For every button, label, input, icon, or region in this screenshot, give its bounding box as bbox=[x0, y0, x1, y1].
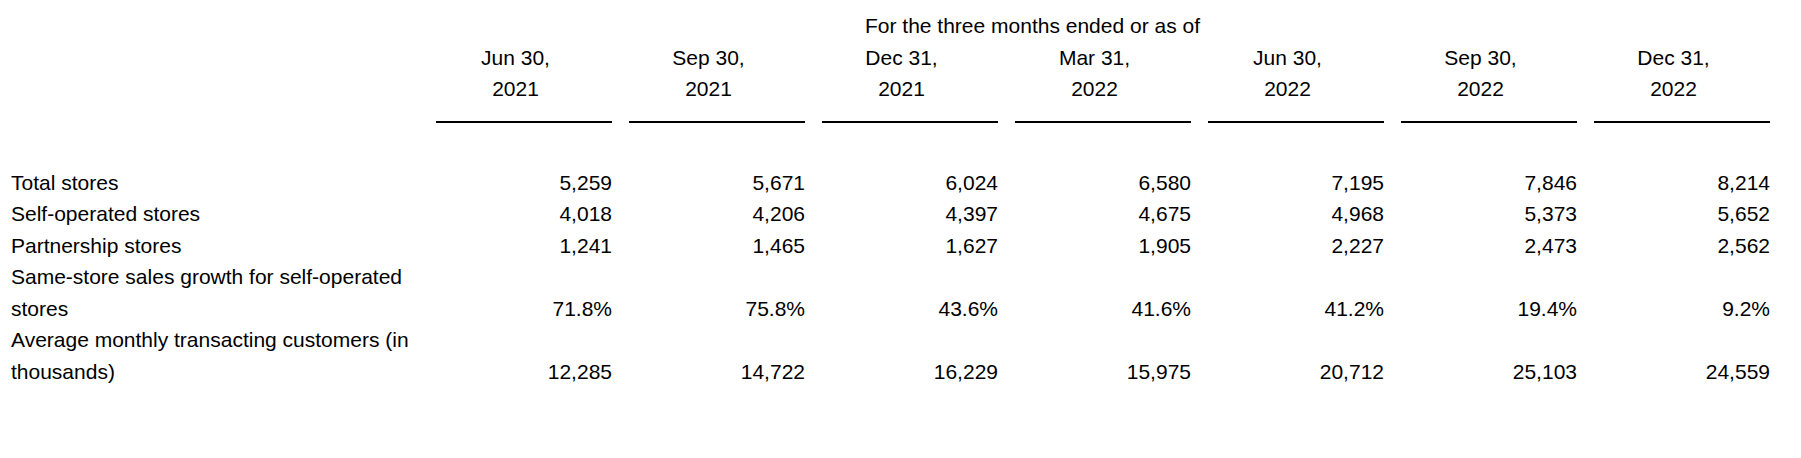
cell-value: 14,722 bbox=[612, 356, 805, 388]
column-header-2: Sep 30,2021 bbox=[612, 42, 805, 123]
cell-value: 1,465 bbox=[612, 230, 805, 262]
cell-value: 43.6% bbox=[805, 293, 998, 325]
table-row: Average monthly transacting customers (i… bbox=[0, 324, 1770, 387]
cell-value: 9.2% bbox=[1577, 293, 1770, 325]
cell-value: 5,259 bbox=[419, 167, 612, 199]
cell-value: 71.8% bbox=[419, 293, 612, 325]
column-date-month: Mar 31, bbox=[998, 42, 1191, 74]
cell-value: 2,227 bbox=[1191, 230, 1384, 262]
row-label: Self-operated stores bbox=[0, 198, 419, 230]
page-root: For the three months ended or as of Jun … bbox=[0, 0, 1801, 458]
column-date-month: Jun 30, bbox=[1191, 42, 1384, 74]
column-header-1: Jun 30,2021 bbox=[419, 42, 612, 123]
cell-value: 4,968 bbox=[1191, 198, 1384, 230]
column-date-year: 2021 bbox=[612, 73, 805, 105]
table-row: Self-operated stores4,0184,2064,3974,675… bbox=[0, 198, 1770, 230]
cell-value: 8,214 bbox=[1577, 167, 1770, 199]
column-date-year: 2022 bbox=[1577, 73, 1770, 105]
cell-value: 5,671 bbox=[612, 167, 805, 199]
row-label-line: Average monthly transacting customers (i… bbox=[11, 324, 419, 356]
column-date-month: Sep 30, bbox=[612, 42, 805, 74]
row-label-line: Same-store sales growth for self-operate… bbox=[11, 261, 419, 293]
cell-value: 2,562 bbox=[1577, 230, 1770, 262]
cell-value: 12,285 bbox=[419, 356, 612, 388]
row-label-line: Partnership stores bbox=[11, 230, 419, 262]
column-underline-rule bbox=[1401, 121, 1577, 123]
financial-table: For the three months ended or as of Jun … bbox=[0, 0, 1770, 387]
cell-value: 41.2% bbox=[1191, 293, 1384, 325]
cell-value: 6,580 bbox=[998, 167, 1191, 199]
row-label-line: Total stores bbox=[11, 167, 419, 199]
row-label: Partnership stores bbox=[0, 230, 419, 262]
column-header-5: Jun 30,2022 bbox=[1191, 42, 1384, 123]
cell-value: 1,241 bbox=[419, 230, 612, 262]
cell-value: 25,103 bbox=[1384, 356, 1577, 388]
cell-value: 16,229 bbox=[805, 356, 998, 388]
column-underline-rule bbox=[436, 121, 612, 123]
column-headers: Jun 30,2021Sep 30,2021Dec 31,2021Mar 31,… bbox=[419, 42, 1770, 123]
column-underline-rule bbox=[1594, 121, 1770, 123]
row-label: Average monthly transacting customers (i… bbox=[0, 324, 419, 387]
table-row: Total stores5,2595,6716,0246,5807,1957,8… bbox=[0, 167, 1770, 199]
column-date-year: 2022 bbox=[1384, 73, 1577, 105]
column-date-month: Dec 31, bbox=[1577, 42, 1770, 74]
cell-value: 75.8% bbox=[612, 293, 805, 325]
cell-value: 20,712 bbox=[1191, 356, 1384, 388]
table-row: Partnership stores1,2411,4651,6271,9052,… bbox=[0, 230, 1770, 262]
cell-value: 24,559 bbox=[1577, 356, 1770, 388]
cell-value: 41.6% bbox=[998, 293, 1191, 325]
cell-value: 4,206 bbox=[612, 198, 805, 230]
row-label-line: stores bbox=[11, 293, 419, 325]
table-rows: Total stores5,2595,6716,0246,5807,1957,8… bbox=[0, 167, 1770, 388]
column-header-7: Dec 31,2022 bbox=[1577, 42, 1770, 123]
column-underline-rule bbox=[629, 121, 805, 123]
column-underline-rule bbox=[1015, 121, 1191, 123]
cell-value: 19.4% bbox=[1384, 293, 1577, 325]
row-label: Same-store sales growth for self-operate… bbox=[0, 261, 419, 324]
column-date-month: Dec 31, bbox=[805, 42, 998, 74]
column-date-month: Jun 30, bbox=[419, 42, 612, 74]
column-date-year: 2022 bbox=[998, 73, 1191, 105]
cell-value: 15,975 bbox=[998, 356, 1191, 388]
cell-value: 5,652 bbox=[1577, 198, 1770, 230]
table-group-header: For the three months ended or as of bbox=[357, 10, 1708, 42]
cell-value: 1,627 bbox=[805, 230, 998, 262]
cell-value: 4,675 bbox=[998, 198, 1191, 230]
table-row: Same-store sales growth for self-operate… bbox=[0, 261, 1770, 324]
cell-value: 5,373 bbox=[1384, 198, 1577, 230]
column-date-year: 2021 bbox=[805, 73, 998, 105]
cell-value: 4,018 bbox=[419, 198, 612, 230]
row-label: Total stores bbox=[0, 167, 419, 199]
column-header-6: Sep 30,2022 bbox=[1384, 42, 1577, 123]
cell-value: 7,846 bbox=[1384, 167, 1577, 199]
row-label-line: thousands) bbox=[11, 356, 419, 388]
column-header-3: Dec 31,2021 bbox=[805, 42, 998, 123]
cell-value: 7,195 bbox=[1191, 167, 1384, 199]
row-label-line: Self-operated stores bbox=[11, 198, 419, 230]
column-header-4: Mar 31,2022 bbox=[998, 42, 1191, 123]
cell-value: 1,905 bbox=[998, 230, 1191, 262]
column-date-month: Sep 30, bbox=[1384, 42, 1577, 74]
cell-value: 4,397 bbox=[805, 198, 998, 230]
column-date-year: 2021 bbox=[419, 73, 612, 105]
column-underline-rule bbox=[1208, 121, 1384, 123]
cell-value: 6,024 bbox=[805, 167, 998, 199]
column-date-year: 2022 bbox=[1191, 73, 1384, 105]
column-underline-rule bbox=[822, 121, 998, 123]
cell-value: 2,473 bbox=[1384, 230, 1577, 262]
